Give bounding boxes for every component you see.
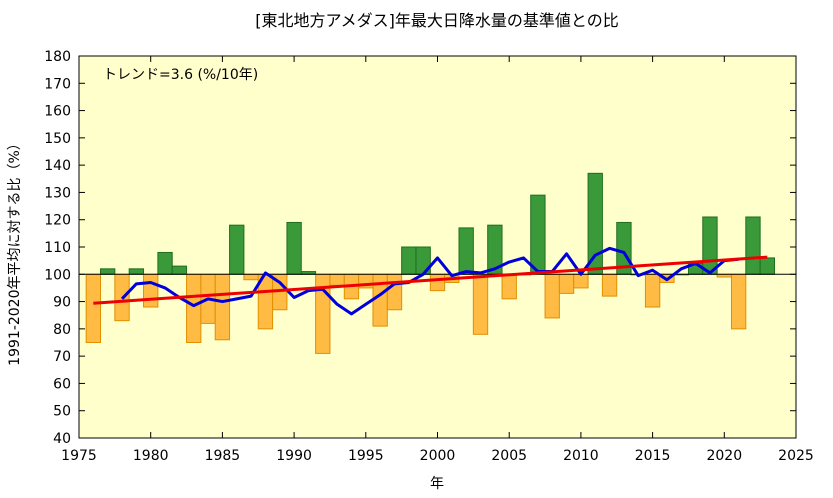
y-tick-label: 100 <box>44 267 71 283</box>
bar-2007 <box>530 194 546 275</box>
x-axis: 1975 1980 1985 1990 1995 2000 2005 2010 2015 2020… <box>61 56 814 464</box>
x-tick-label: 2010 <box>563 448 599 464</box>
bar-1997 <box>386 273 403 311</box>
bar-2000 <box>429 273 446 292</box>
y-tick-label: 50 <box>53 404 71 420</box>
x-tick-label: 1980 <box>133 448 169 464</box>
y-tick-label: 140 <box>44 158 71 174</box>
y-tick-label: 150 <box>44 131 71 147</box>
bar-1986 <box>229 224 245 275</box>
bar-2015 <box>644 273 661 308</box>
trend-annotation: トレンド=3.6 (%/10年) <box>103 67 258 83</box>
y-tick-label: 70 <box>53 349 71 365</box>
bar-1987 <box>243 273 259 281</box>
y-tick-label: 120 <box>44 213 71 229</box>
bars-group <box>85 172 775 354</box>
y-tick-label: 160 <box>44 104 71 120</box>
y-axis-label: 1991-2020年平均に対する比（%） <box>7 136 23 366</box>
y-tick-label: 170 <box>44 76 71 92</box>
x-tick-label: 1990 <box>276 448 312 464</box>
y-tick-label: 180 <box>44 49 71 65</box>
bar-2021 <box>730 273 747 330</box>
bar-1990 <box>286 221 302 275</box>
bar-2008 <box>544 273 560 319</box>
bar-1982 <box>171 265 188 275</box>
bar-1980 <box>143 273 159 308</box>
bar-2005 <box>501 273 517 300</box>
x-tick-label: 1975 <box>61 448 97 464</box>
x-tick-label: 1995 <box>348 448 384 464</box>
bar-2023 <box>759 257 775 275</box>
bar-2010 <box>573 273 589 289</box>
bar-1979 <box>128 268 145 275</box>
bar-1977 <box>100 268 116 275</box>
y-tick-label: 90 <box>53 295 71 311</box>
bar-1983 <box>186 273 202 343</box>
y-tick-label: 110 <box>44 240 71 256</box>
bar-1976 <box>85 273 102 343</box>
moving-average-line <box>120 246 739 316</box>
bar-2011 <box>587 172 603 275</box>
bar-1998 <box>401 246 417 275</box>
bar-1985 <box>214 273 231 341</box>
bar-2019 <box>702 216 718 275</box>
bar-2009 <box>558 273 575 294</box>
y-axis: 40 50 60 70 80 90 100 110 120 130 140 150 160 170 180 <box>44 49 796 447</box>
bar-1981 <box>157 251 173 275</box>
y-tick-label: 130 <box>44 185 71 201</box>
y-tick-label: 40 <box>53 431 71 447</box>
bar-2003 <box>472 273 489 335</box>
y-tick-label: 60 <box>53 376 71 392</box>
chart-title: [東北地方アメダス]年最大日降水量の基準値との比 <box>255 11 619 30</box>
x-tick-label: 2020 <box>706 448 742 464</box>
x-tick-label: 2015 <box>635 448 671 464</box>
x-tick-label: 1985 <box>205 448 241 464</box>
y-tick-label: 80 <box>53 322 71 338</box>
x-axis-label: 年 <box>430 476 444 492</box>
x-tick-label: 2000 <box>420 448 456 464</box>
x-tick-label: 2005 <box>491 448 527 464</box>
bar-2002 <box>458 227 474 275</box>
trend-line <box>93 255 768 305</box>
bar-1993 <box>329 273 345 286</box>
bar-2012 <box>601 273 618 297</box>
x-tick-label: 2025 <box>778 448 814 464</box>
plot-area <box>79 56 796 438</box>
bar-2022 <box>745 216 761 275</box>
